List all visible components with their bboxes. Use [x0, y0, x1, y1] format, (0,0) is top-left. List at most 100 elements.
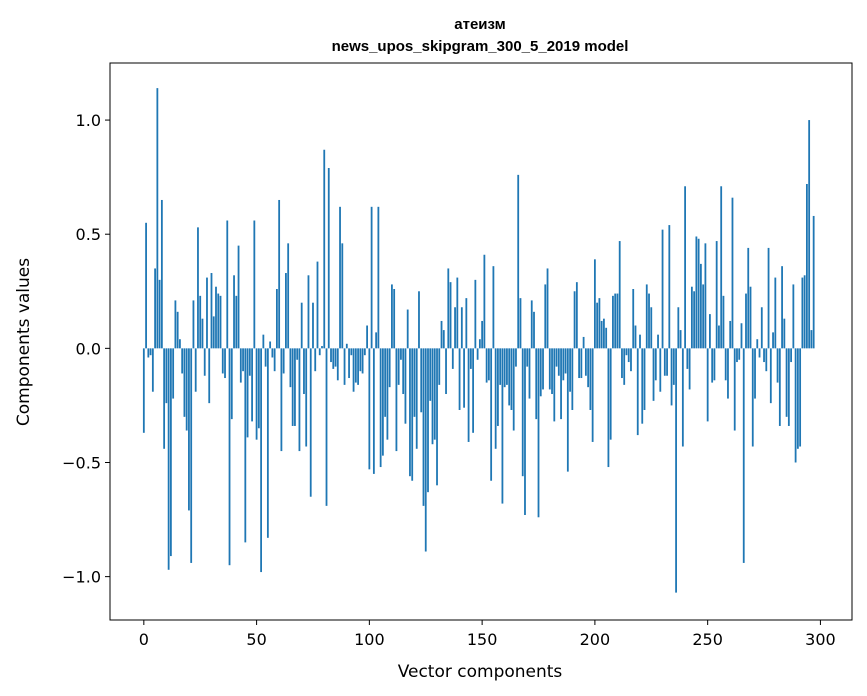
bar	[648, 293, 650, 349]
bar	[508, 348, 511, 406]
bar	[278, 199, 281, 349]
bar	[566, 348, 569, 472]
bar	[321, 346, 323, 349]
bar	[154, 268, 156, 349]
bar	[729, 320, 732, 349]
bar	[704, 243, 707, 349]
bar	[357, 348, 359, 385]
bar	[257, 348, 260, 429]
bar	[442, 330, 445, 349]
bar	[792, 284, 795, 349]
bar	[219, 295, 222, 349]
bar	[794, 348, 797, 463]
bar	[291, 348, 294, 426]
bar	[630, 348, 632, 372]
bar	[614, 293, 617, 349]
bar	[400, 348, 402, 360]
bar	[625, 348, 628, 356]
bar	[517, 174, 520, 349]
bar	[661, 229, 664, 349]
bar	[447, 268, 450, 349]
bar	[194, 348, 197, 392]
bar	[422, 348, 425, 506]
bar	[409, 348, 411, 477]
bar	[528, 348, 531, 399]
bar	[339, 206, 341, 349]
bar	[260, 348, 262, 573]
bar	[325, 348, 328, 506]
bar	[506, 348, 508, 385]
bar	[451, 348, 454, 369]
chart-subtitle: news_upos_skipgram_300_5_2019 model	[332, 38, 629, 55]
bar	[431, 348, 434, 445]
bar	[354, 348, 357, 383]
bar	[215, 286, 217, 349]
bar	[690, 286, 693, 349]
y-tick-label: −0.5	[62, 453, 101, 472]
bar	[402, 348, 405, 395]
x-tick-label: 50	[246, 630, 266, 649]
bar	[203, 348, 206, 376]
x-tick-label: 250	[692, 630, 723, 649]
bar	[790, 348, 792, 363]
bar	[332, 348, 335, 369]
bar	[551, 348, 553, 395]
bar	[233, 275, 235, 349]
bar	[296, 348, 299, 360]
bar	[675, 348, 677, 593]
bar	[363, 348, 366, 356]
bar	[670, 348, 673, 406]
bar	[221, 348, 224, 374]
bar	[776, 348, 779, 383]
bar	[738, 348, 741, 360]
bar	[526, 348, 529, 367]
bar	[686, 348, 689, 369]
bar	[361, 348, 364, 374]
bar	[693, 291, 696, 349]
bar	[327, 168, 330, 349]
bar	[591, 348, 594, 442]
bar	[197, 227, 199, 349]
bar	[616, 293, 619, 349]
bar	[228, 348, 231, 566]
bar	[345, 343, 348, 349]
bar	[596, 302, 599, 349]
bar	[553, 348, 556, 422]
bar	[711, 348, 714, 383]
bar	[467, 348, 470, 442]
bar	[564, 348, 567, 374]
bar	[544, 284, 547, 349]
bar	[294, 348, 296, 426]
bar	[289, 348, 292, 388]
bar	[224, 348, 226, 379]
bar	[330, 348, 332, 363]
bar	[524, 348, 526, 515]
bar	[147, 348, 150, 358]
bar	[521, 348, 524, 477]
bar	[183, 348, 186, 417]
bar	[589, 348, 592, 410]
bar	[623, 348, 626, 385]
bar	[242, 348, 244, 372]
bar	[474, 279, 477, 349]
bar	[799, 348, 802, 447]
bar	[285, 273, 287, 349]
x-axis-label: Vector components	[398, 662, 563, 682]
bar	[785, 348, 788, 417]
bar	[535, 348, 538, 420]
bar	[427, 348, 429, 493]
bar	[352, 348, 355, 392]
bar	[593, 259, 596, 349]
bar	[424, 348, 427, 552]
bar	[415, 348, 418, 449]
bar	[411, 348, 414, 481]
y-axis-label: Components values	[14, 258, 34, 426]
bar	[490, 348, 493, 481]
bar	[754, 348, 756, 399]
bar	[456, 277, 459, 349]
bar	[542, 348, 544, 390]
bar	[341, 243, 344, 349]
x-tick-label: 300	[805, 630, 836, 649]
bar	[174, 300, 177, 349]
bar	[724, 348, 727, 381]
